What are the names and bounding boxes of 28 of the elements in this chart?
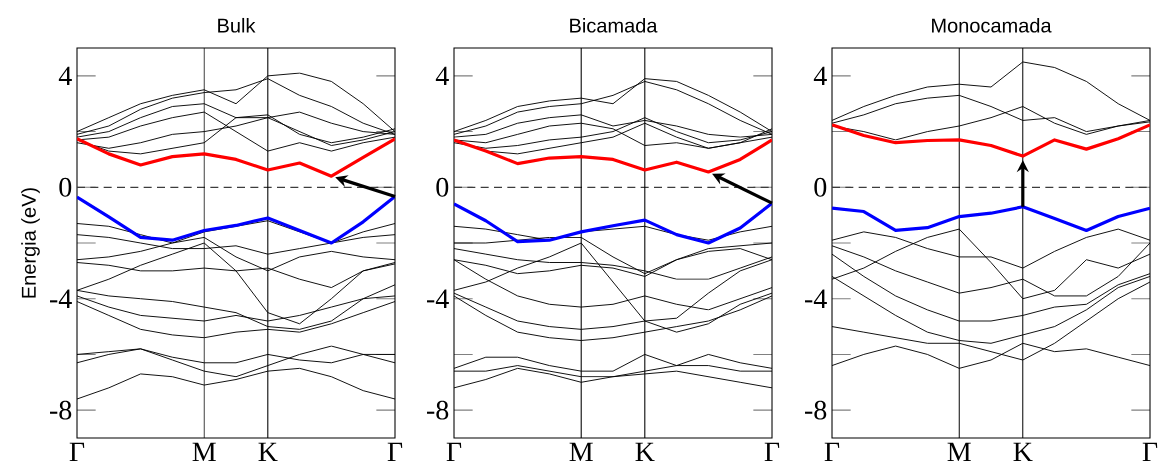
x-tick-label: K [258, 442, 278, 462]
x-tick-label: Γ [824, 442, 840, 462]
y-tick-label: -4 [427, 289, 449, 308]
x-tick-label: K [635, 442, 655, 462]
y-tick-label: -8 [427, 400, 449, 420]
y-tick-label: -4 [50, 289, 72, 308]
y-axis-title: Energia (eV) [21, 188, 40, 298]
x-tick-label: Γ [1142, 442, 1158, 462]
chart-title: Bulk [218, 17, 256, 33]
chart-title: Bicamada [570, 17, 658, 33]
y-tick-label: 4 [813, 66, 827, 86]
x-tick-label: M [569, 442, 593, 462]
x-tick-label: Γ [387, 442, 403, 462]
y-tick-label: 0 [59, 177, 72, 197]
y-tick-label: -8 [805, 400, 827, 420]
x-tick-label: K [1013, 442, 1033, 462]
y-tick-label: -4 [805, 289, 827, 308]
x-tick-label: M [947, 442, 971, 462]
chart-title: Monocamada [932, 17, 1052, 33]
y-tick-label: 0 [436, 177, 449, 197]
x-tick-label: Γ [446, 442, 462, 462]
x-tick-label: Γ [69, 442, 85, 462]
y-tick-label: -8 [50, 400, 72, 420]
y-tick-label: 4 [58, 66, 72, 86]
y-tick-label: 0 [814, 177, 827, 197]
x-tick-label: M [192, 442, 216, 462]
x-tick-label: Γ [764, 442, 780, 462]
y-tick-label: 4 [435, 66, 449, 86]
